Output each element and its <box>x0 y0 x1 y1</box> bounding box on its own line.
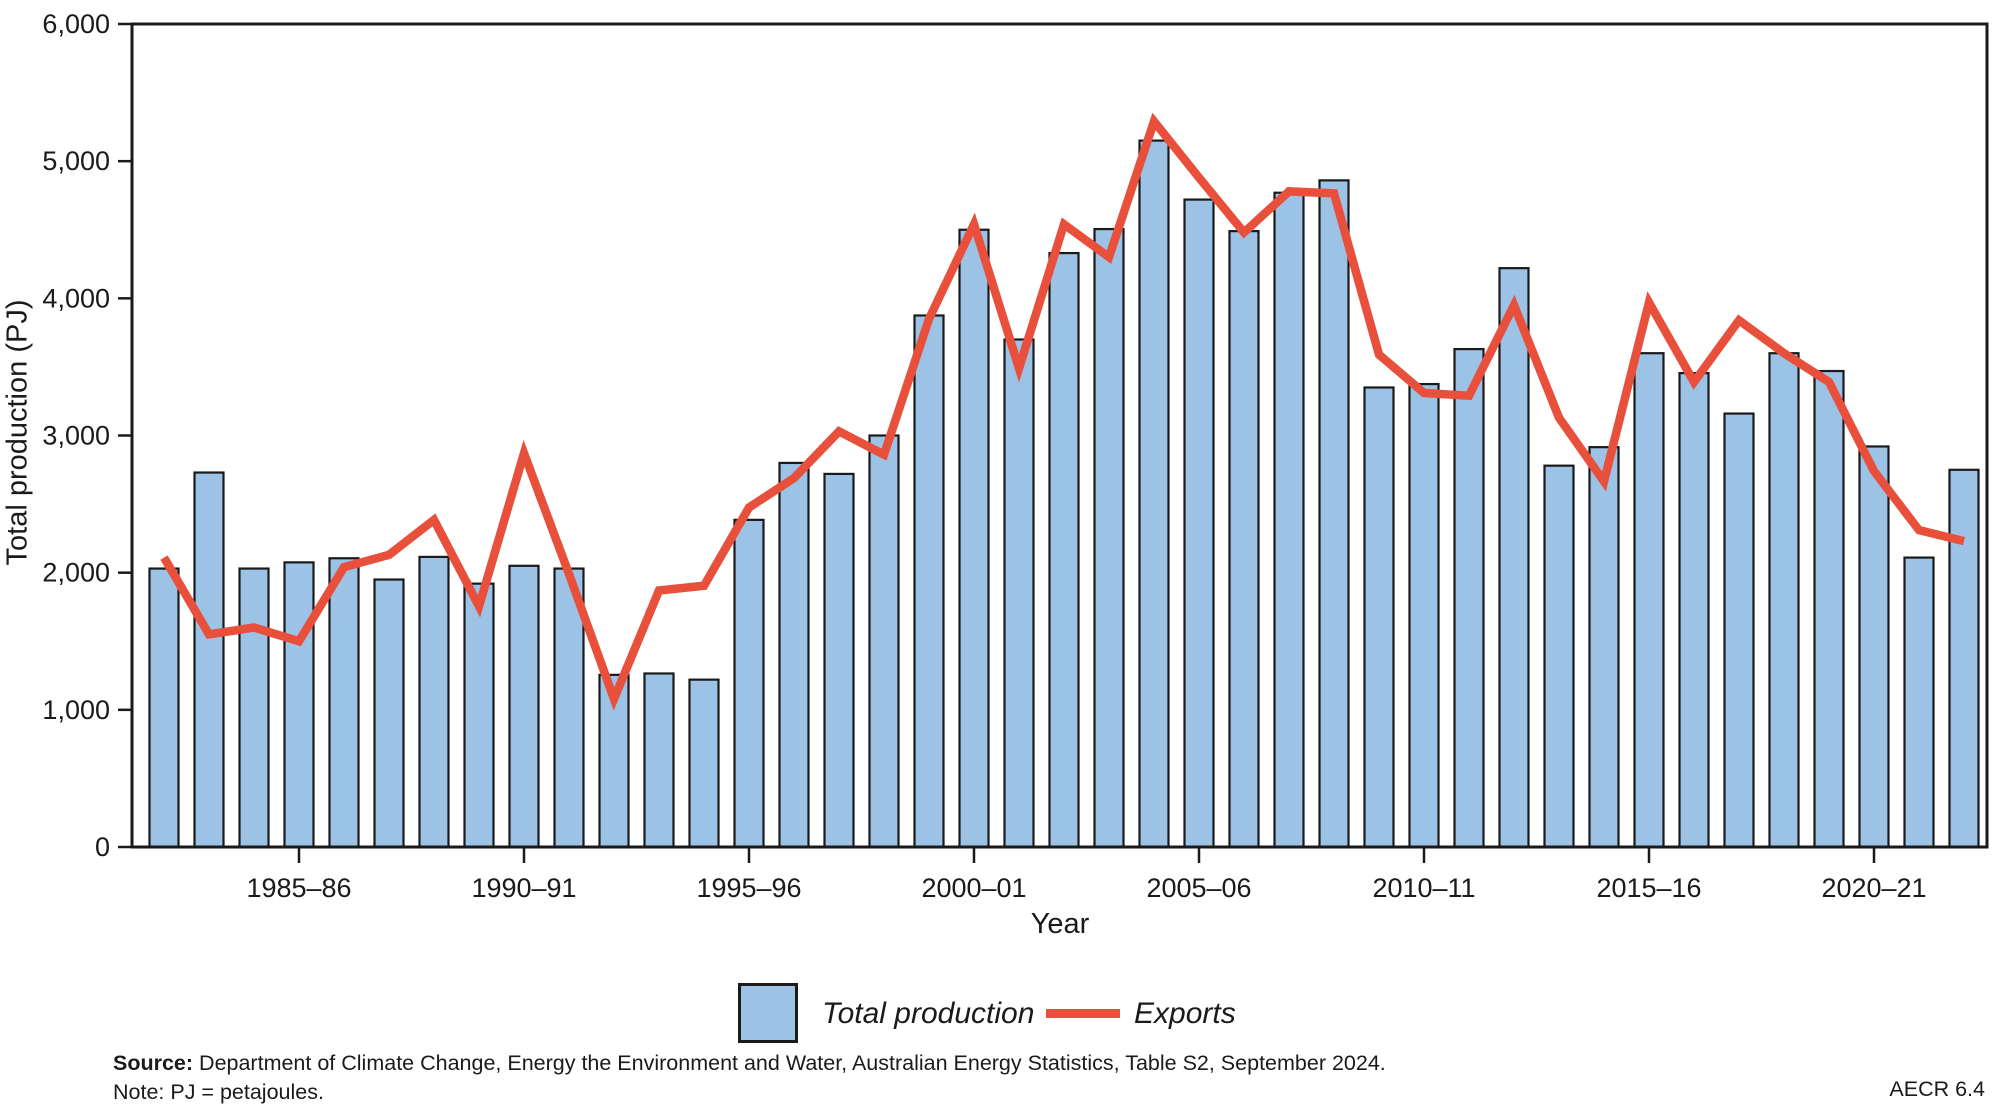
production-bar <box>1273 191 1305 849</box>
legend-label-total-production: Total production <box>822 997 1035 1030</box>
source-label: Source: <box>113 1051 194 1075</box>
unit-note: Note: PJ = petajoules. <box>113 1080 324 1104</box>
y-axis-title: Total production (PJ) <box>1 299 34 566</box>
y-tick-label: 0 <box>95 832 110 862</box>
production-bar <box>1408 382 1440 849</box>
production-bar <box>1723 412 1755 849</box>
source-note: Source: Department of Climate Change, En… <box>113 1051 1386 1076</box>
production-bar <box>688 678 720 849</box>
production-bar <box>868 434 900 849</box>
production-bar <box>1453 347 1485 849</box>
production-bar <box>1318 179 1350 849</box>
production-bar <box>1678 371 1710 849</box>
x-tick-label: 2000–01 <box>921 873 1026 903</box>
exports-line <box>160 112 1966 711</box>
y-tick-label: 2,000 <box>42 558 110 588</box>
y-tick-label: 4,000 <box>42 283 110 313</box>
x-tick-label: 2010–11 <box>1372 873 1475 903</box>
production-bar <box>778 461 810 849</box>
production-bar <box>1183 198 1215 849</box>
production-bar <box>733 518 765 849</box>
x-tick-label: 2005–06 <box>1146 873 1251 903</box>
production-bar <box>1093 227 1125 849</box>
x-tick-label: 2020–21 <box>1821 873 1926 903</box>
production-bar <box>193 471 225 849</box>
production-bar <box>913 314 945 849</box>
production-bar <box>1138 139 1170 849</box>
y-tick-label: 3,000 <box>42 421 110 451</box>
legend-swatch-exports <box>1046 1009 1120 1018</box>
production-bar <box>238 567 270 849</box>
y-tick-label: 5,000 <box>42 146 110 176</box>
y-tick-label: 1,000 <box>42 695 110 725</box>
x-axis-title: Year <box>1030 908 1090 940</box>
legend-swatch-total-production <box>738 983 798 1043</box>
legend-label-exports: Exports <box>1134 997 1236 1030</box>
production-bar <box>1768 352 1800 849</box>
production-bar <box>508 564 540 849</box>
x-tick-label: 2015–16 <box>1596 873 1701 903</box>
production-bar <box>958 228 990 849</box>
production-bar <box>1858 445 1890 849</box>
x-tick-label: 1990–91 <box>471 873 576 903</box>
production-bar <box>148 567 180 849</box>
y-tick-label: 6,000 <box>42 9 110 39</box>
production-bar <box>283 561 315 849</box>
production-bar <box>373 578 405 849</box>
production-bar <box>1048 251 1080 849</box>
production-bar <box>1948 468 1980 849</box>
production-bar <box>1903 556 1935 849</box>
production-bar <box>1498 267 1530 849</box>
x-tick-label: 1985–86 <box>246 873 351 903</box>
production-bar <box>418 555 450 849</box>
production-bar <box>1003 338 1035 849</box>
production-bar <box>643 672 675 849</box>
source-text: Department of Climate Change, Energy the… <box>193 1051 1386 1075</box>
production-bar <box>328 557 360 849</box>
production-bar <box>823 472 855 849</box>
production-bar <box>463 582 495 849</box>
production-bar <box>1228 230 1260 849</box>
production-bar <box>1633 352 1665 849</box>
figure-code: AECR 6.4 <box>1889 1077 1985 1101</box>
production-bar <box>1813 369 1845 849</box>
production-bar <box>1588 446 1620 849</box>
production-bar <box>1543 464 1575 849</box>
production-bar <box>1363 386 1395 849</box>
x-tick-label: 1995–96 <box>696 873 801 903</box>
